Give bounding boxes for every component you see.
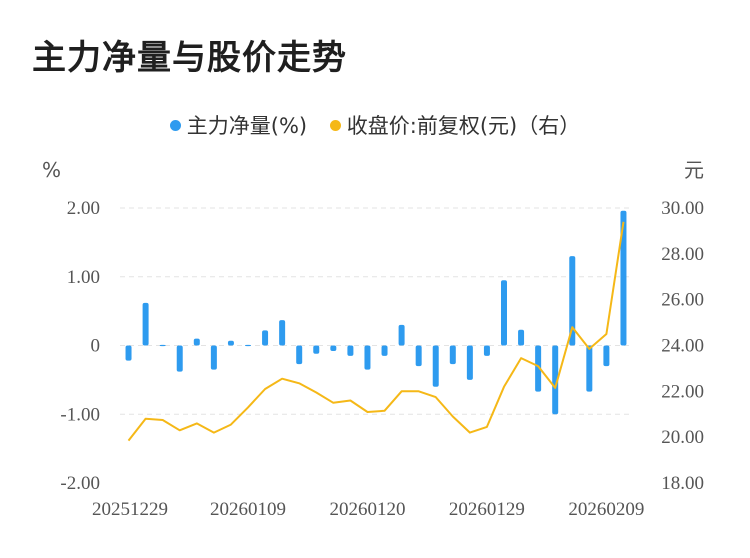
net-volume-bar [364,345,371,370]
net-volume-bar [262,330,269,346]
left-tick-label: -1.00 [60,404,100,425]
legend: 主力净量(%) 收盘价:前复权(元)（右） [0,110,750,140]
x-tick-label: 20251229 [92,499,168,520]
net-volume-bar [398,324,405,346]
right-tick-label: 30.00 [661,198,704,219]
net-volume-bar [330,345,337,351]
right-tick-label: 20.00 [661,427,704,448]
net-volume-bar [432,345,439,387]
net-volume-bar [466,345,473,380]
net-volume-bar [586,345,593,392]
legend-dot-net-volume [169,119,181,131]
left-tick-label: 0 [91,336,101,357]
net-volume-bar [449,345,456,365]
legend-item-close-price[interactable]: 收盘价:前复权(元)（右） [329,110,581,140]
net-volume-bar [142,302,149,346]
net-volume-bar [159,344,166,347]
net-volume-bar [279,320,286,346]
net-volume-bar [193,338,200,346]
net-volume-bar [313,345,320,354]
x-tick-label: 20260129 [449,499,525,520]
close-price-line [127,221,625,442]
net-volume-bar [245,344,251,347]
net-volume-bar [227,340,234,346]
net-volume-bar [381,345,388,356]
net-volume-bar [483,345,490,356]
right-tick-label: 28.00 [661,244,704,265]
net-volume-bar [176,345,183,372]
right-tick-label: 18.00 [661,473,704,494]
net-volume-bar [535,345,542,392]
net-volume-bar [296,345,303,365]
left-unit-label: % [42,158,61,182]
net-volume-bar [603,345,610,367]
x-tick-label: 20260109 [210,499,286,520]
net-volume-bar [552,345,559,415]
net-volume-bar [210,345,217,370]
net-volume-bar [501,280,507,346]
right-tick-label: 22.00 [661,381,704,402]
right-tick-label: 24.00 [661,336,704,357]
x-tick-label: 20260120 [329,499,405,520]
net-volume-bar [569,256,576,346]
legend-label-net-volume: 主力净量(%) [186,114,308,138]
net-volume-bar [125,345,132,361]
right-unit-label: 元 [684,158,704,182]
chart-title: 主力净量与股价走势 [32,38,347,78]
right-tick-label: 26.00 [661,290,704,311]
legend-dot-close-price [329,119,341,131]
net-volume-bar [518,329,525,346]
legend-label-close-price: 收盘价:前复权(元)（右） [346,114,581,138]
left-tick-label: 2.00 [67,198,100,219]
x-tick-label: 20260209 [568,499,644,520]
net-volume-bar [620,210,627,346]
net-volume-bar [347,345,354,356]
left-tick-label: -2.00 [60,473,100,494]
left-tick-label: 1.00 [67,267,100,288]
net-volume-bar [415,345,422,367]
legend-item-net-volume[interactable]: 主力净量(%) [169,110,308,140]
